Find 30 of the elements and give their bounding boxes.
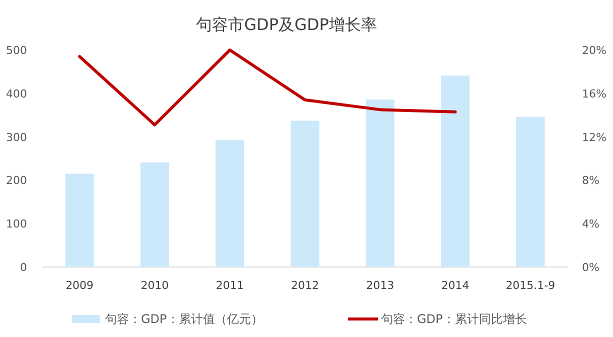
- x-tick-label: 2013: [366, 279, 394, 292]
- bar: [441, 76, 470, 267]
- bar: [366, 99, 394, 267]
- bar: [65, 174, 94, 267]
- y2-tick-label: 8%: [582, 174, 600, 188]
- legend-label: 句容：GDP：累计同比增长: [381, 312, 527, 326]
- y2-tick-label: 0%: [582, 261, 600, 274]
- y-tick-label: 0: [20, 261, 27, 274]
- bar: [216, 140, 244, 267]
- y2-tick-label: 16%: [582, 87, 606, 100]
- y-tick-label: 500: [6, 44, 27, 57]
- legend-label: 句容：GDP：累计值（亿元）: [105, 312, 263, 326]
- y-tick-label: 200: [6, 174, 27, 188]
- x-tick-label: 2014: [441, 279, 470, 292]
- x-tick-label: 2009: [66, 279, 94, 292]
- y2-tick-label: 12%: [582, 130, 606, 144]
- chart-title: 句容市GDP及GDP增长率: [196, 15, 377, 34]
- bar: [140, 162, 169, 267]
- line-series: [78, 48, 457, 126]
- y-tick-label: 100: [6, 218, 27, 231]
- y2-tick-label: 20%: [582, 44, 606, 57]
- x-tick-label: 2015.1-9: [506, 279, 556, 292]
- bar: [290, 120, 320, 267]
- x-tick-label: 2011: [216, 279, 244, 292]
- y2-tick-label: 4%: [582, 218, 600, 231]
- y-tick-label: 300: [6, 130, 27, 144]
- bar: [516, 116, 545, 267]
- x-tick-label: 2010: [140, 279, 169, 292]
- y-tick-label: 400: [6, 87, 27, 100]
- x-tick-label: 2012: [291, 279, 319, 292]
